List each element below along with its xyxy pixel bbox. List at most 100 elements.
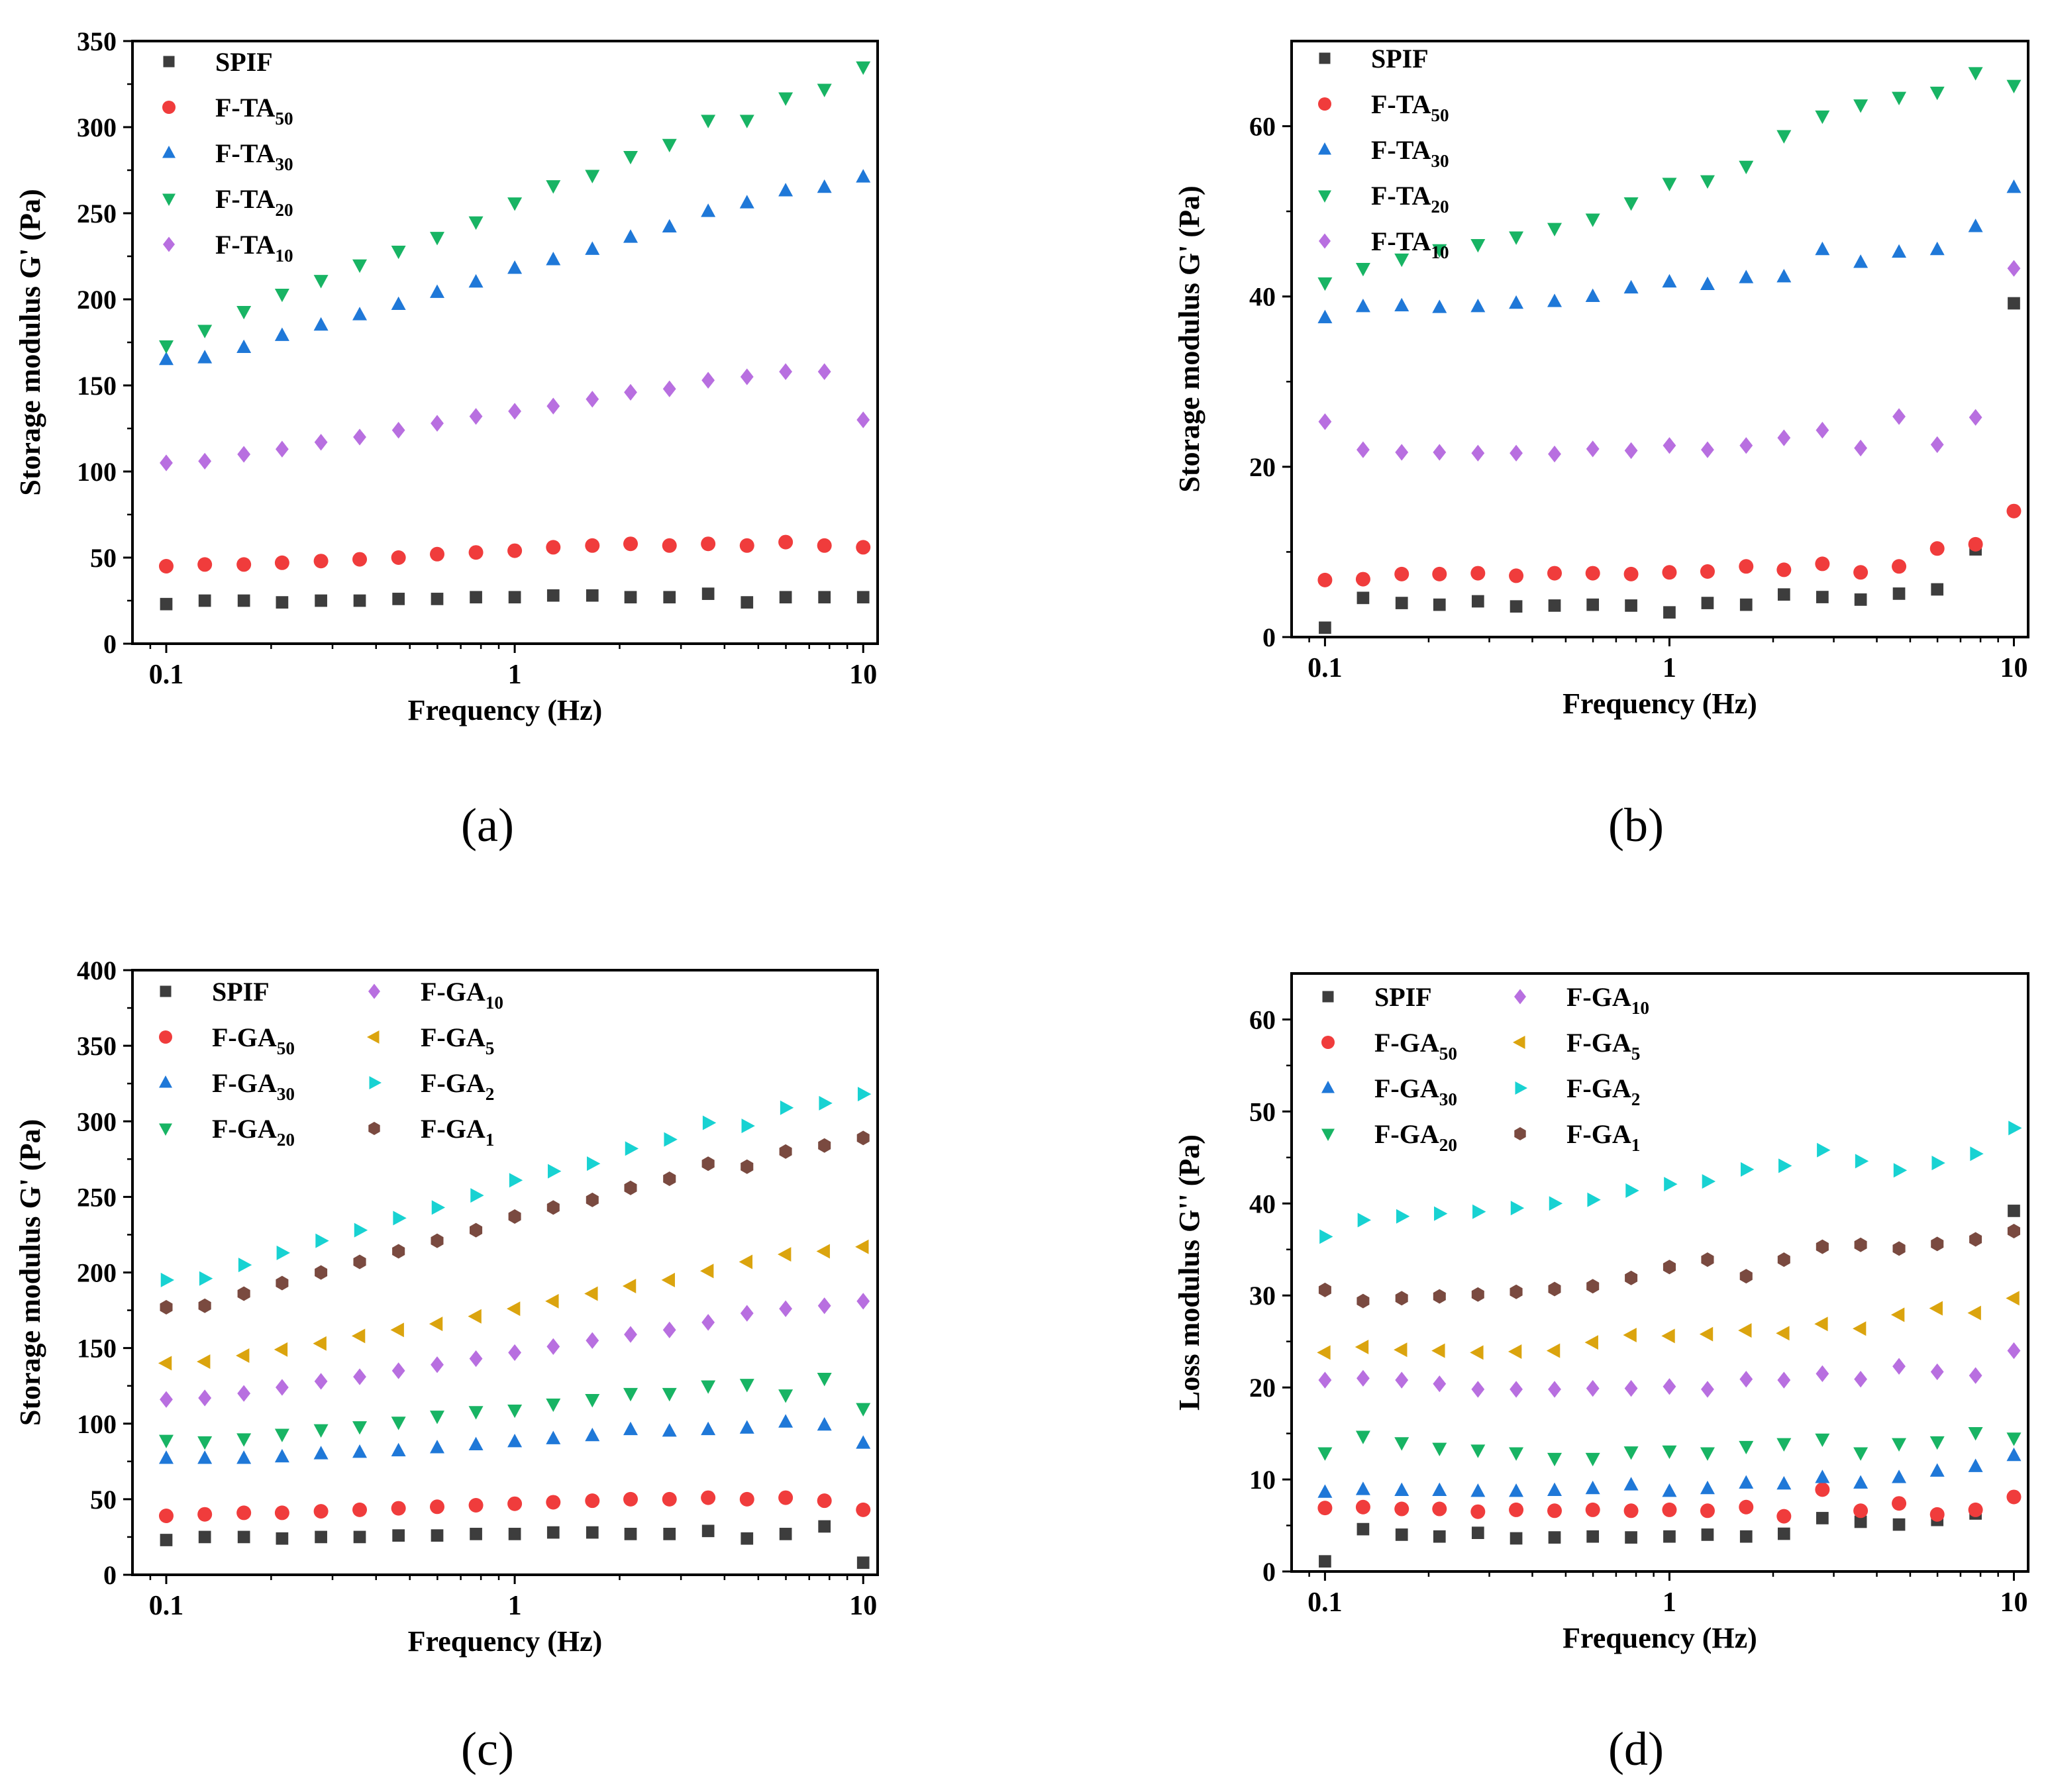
data-point <box>1778 1158 1792 1173</box>
data-point <box>507 1404 523 1419</box>
data-point <box>585 170 600 183</box>
y-tick-label: 100 <box>77 1409 117 1439</box>
data-point <box>431 1200 446 1215</box>
data-point <box>1929 1507 1945 1522</box>
data-point <box>1700 1480 1715 1495</box>
legend-marker <box>367 1030 380 1044</box>
data-point <box>1815 1433 1830 1448</box>
data-point <box>661 1272 675 1287</box>
data-point <box>1892 1469 1907 1483</box>
data-point <box>1739 559 1754 574</box>
data-point <box>1623 1327 1637 1342</box>
data-point <box>1394 253 1409 268</box>
data-point <box>1815 241 1830 256</box>
data-point <box>1319 621 1331 634</box>
data-point <box>1395 1291 1408 1306</box>
data-point <box>1663 1378 1676 1395</box>
data-point <box>1432 566 1447 581</box>
data-point <box>739 195 754 209</box>
data-point <box>1355 1499 1370 1515</box>
data-point <box>470 1528 482 1540</box>
data-point <box>818 1138 831 1153</box>
legend-label: F-GA20 <box>1374 1119 1457 1155</box>
data-point <box>1548 1281 1561 1297</box>
legend-label: F-GA50 <box>212 1022 295 1058</box>
data-point <box>1929 541 1945 556</box>
legend-label: SPIF <box>1374 982 1432 1012</box>
data-point <box>1355 1340 1369 1355</box>
data-point <box>701 115 716 128</box>
data-point <box>236 1505 252 1520</box>
data-point <box>431 415 444 432</box>
data-point <box>1319 1555 1331 1568</box>
data-point <box>1929 1463 1945 1477</box>
data-point <box>1433 598 1446 611</box>
data-point <box>1701 597 1714 609</box>
data-point <box>663 1528 676 1540</box>
y-axis-title: Loss modulus G'' (Pa) <box>1173 1134 1205 1411</box>
x-tick-label: 0.1 <box>149 660 184 690</box>
data-point <box>1357 441 1370 458</box>
data-point <box>1854 1237 1867 1252</box>
data-point <box>236 557 252 572</box>
data-point <box>546 397 560 415</box>
data-point <box>1625 1531 1637 1544</box>
data-point <box>276 1532 289 1545</box>
y-tick-label: 20 <box>1249 452 1276 482</box>
chart-panel-d: 0 10 20 30 40 50 60 0.1 1 10 Frequency (Hz) Loss mo… <box>1173 972 2029 1775</box>
data-point <box>1470 1504 1486 1519</box>
data-point <box>816 1244 830 1259</box>
data-point <box>857 1087 872 1102</box>
data-point <box>741 1532 754 1545</box>
data-point <box>1853 99 1869 113</box>
data-point <box>470 1222 483 1238</box>
series-F-TA10 <box>160 363 870 472</box>
data-point <box>1929 1301 1943 1316</box>
data-point <box>160 1300 173 1315</box>
data-point <box>1471 444 1485 462</box>
data-point <box>1930 1363 1944 1381</box>
data-point <box>856 1435 871 1449</box>
data-point <box>391 1417 406 1430</box>
data-point <box>1624 1379 1638 1397</box>
data-point <box>1892 1438 1907 1452</box>
data-point <box>778 1389 794 1403</box>
data-point <box>315 1233 329 1248</box>
data-point <box>1892 559 1907 574</box>
data-point <box>158 1434 174 1448</box>
data-point <box>237 1385 251 1402</box>
data-point <box>1357 591 1370 605</box>
data-point <box>351 1328 366 1344</box>
data-point <box>741 1159 754 1174</box>
data-point <box>353 1254 366 1269</box>
data-point <box>508 1528 521 1540</box>
data-point <box>1662 565 1677 580</box>
legend-label: F-GA2 <box>1566 1073 1640 1109</box>
y-tick-label: 250 <box>77 1182 117 1212</box>
data-point <box>741 596 754 609</box>
data-point <box>1395 597 1408 609</box>
series-F-TA20 <box>158 61 871 354</box>
series-F-TA50 <box>158 534 871 573</box>
data-point <box>160 1534 173 1546</box>
data-point <box>1585 1502 1600 1517</box>
legend-marker <box>1318 142 1331 155</box>
data-point <box>1319 1229 1333 1244</box>
data-point <box>197 350 213 364</box>
data-point <box>1700 1503 1715 1518</box>
plot-frame <box>1290 972 2029 1573</box>
data-point <box>1664 1177 1678 1192</box>
data-point <box>1433 1375 1447 1393</box>
data-point <box>1625 599 1637 612</box>
y-axis-title: Storage modulus G' (Pa) <box>14 189 46 495</box>
data-point <box>662 1491 677 1507</box>
data-point <box>1967 1305 1981 1320</box>
series-F-TA50 <box>1317 503 2022 587</box>
data-point <box>585 1427 600 1442</box>
data-point <box>779 1528 792 1540</box>
data-point <box>1929 241 1945 256</box>
data-point <box>391 245 406 260</box>
data-point <box>1816 1365 1829 1382</box>
data-point <box>508 1344 522 1362</box>
data-point <box>1738 1323 1752 1338</box>
